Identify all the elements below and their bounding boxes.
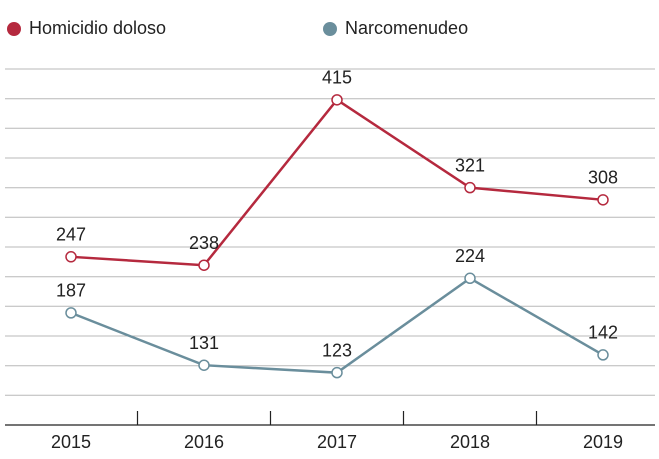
point xyxy=(331,366,343,379)
data-label: 123 xyxy=(322,340,352,360)
series-line xyxy=(70,98,604,267)
x-tick-label: 2015 xyxy=(51,432,91,452)
point xyxy=(597,349,609,361)
x-tick-label: 2016 xyxy=(184,432,224,452)
point xyxy=(331,94,343,106)
legend-marker xyxy=(7,22,21,36)
point xyxy=(65,307,77,319)
point xyxy=(464,181,476,194)
data-label: 321 xyxy=(455,155,485,175)
data-label: 142 xyxy=(588,323,618,343)
point xyxy=(597,194,609,206)
data-label: 238 xyxy=(189,233,219,253)
data-label: 224 xyxy=(455,246,485,266)
data-label: 247 xyxy=(56,225,86,245)
x-tick-label: 2018 xyxy=(450,432,490,452)
legend-marker xyxy=(323,22,337,36)
grid xyxy=(5,68,655,396)
legend-label: Homicidio doloso xyxy=(29,18,166,38)
legend-label: Narcomenudeo xyxy=(345,18,468,38)
point xyxy=(198,259,210,271)
x-tick-label: 2019 xyxy=(583,432,623,452)
point xyxy=(198,359,210,371)
point xyxy=(65,251,77,263)
point xyxy=(464,272,476,285)
data-label: 187 xyxy=(56,281,86,301)
data-label: 308 xyxy=(588,168,618,188)
data-label: 131 xyxy=(189,333,219,353)
x-tick-label: 2017 xyxy=(317,432,357,452)
data-label: 415 xyxy=(322,68,352,88)
